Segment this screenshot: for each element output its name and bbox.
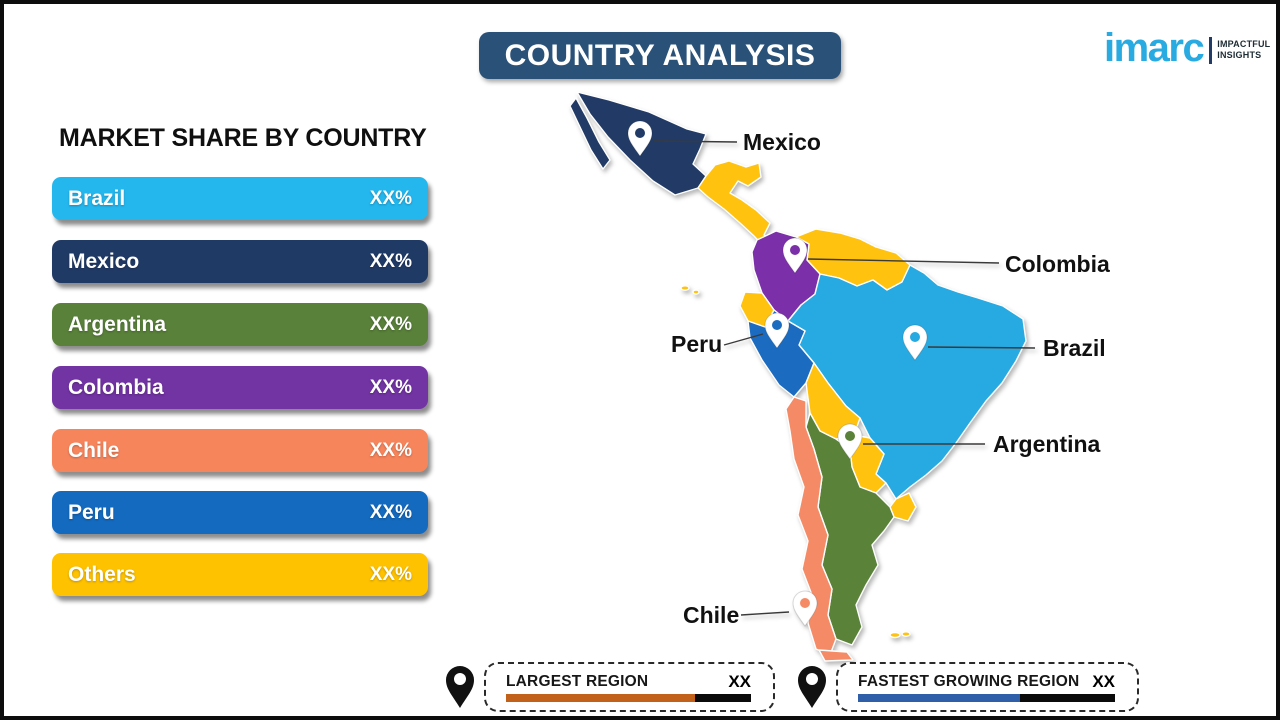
share-value: XX% [369,439,412,461]
country-label: Chile [68,438,120,462]
market-share-row-brazil: Brazil XX% [52,177,428,220]
logo-tagline: IMPACTFUL INSIGHTS [1217,39,1270,62]
label-line-mexico [653,140,738,143]
share-value: XX% [369,501,412,523]
label-line-chile [740,611,790,616]
share-value: XX% [369,187,412,209]
legend-value: XX [1092,672,1115,691]
market-share-row-argentina: Argentina XX% [52,303,428,346]
legend-box-largest-region: LARGEST REGION XX [484,662,775,712]
map-region-tierra-del-fuego [818,649,854,662]
map-pin-peru [764,312,790,349]
imarc-logo: imarc IMPACTFUL INSIGHTS [1104,26,1270,70]
latin-america-map [569,91,1036,662]
legend-fastest-growing-region: FASTEST GROWING REGION XX [794,662,1139,712]
market-share-row-mexico: Mexico XX% [52,240,428,283]
market-share-row-others: Others XX% [52,553,428,596]
map-label-colombia: Colombia [1005,251,1110,277]
location-pin-icon [446,666,474,708]
map-region-falkland-island [889,631,901,639]
map-pin-brazil [902,324,928,361]
country-label: Peru [68,500,115,524]
logo-tagline-line2: INSIGHTS [1217,50,1262,60]
map-region-central-america [697,160,789,257]
country-label: Others [68,562,136,586]
map-label-argentina: Argentina [993,431,1101,457]
country-label: Brazil [68,186,126,210]
logo-divider [1209,36,1213,64]
label-line-colombia [807,258,1000,264]
market-share-heading: MARKET SHARE BY COUNTRY [59,124,427,152]
legend-largest-region: LARGEST REGION XX [442,662,775,712]
logo-tagline-line1: IMPACTFUL [1217,38,1271,49]
map-label-brazil: Brazil [1043,335,1106,361]
legend-box-fastest-growing-region: FASTEST GROWING REGION XX [836,662,1139,712]
page-title: COUNTRY ANALYSIS [479,32,841,79]
map-region-caribbean-island [692,289,700,295]
share-value: XX% [369,376,412,398]
location-pin-icon [798,666,826,708]
legend-bar-fill [506,694,695,702]
map-pin-colombia [782,237,808,274]
market-share-row-peru: Peru XX% [52,491,428,534]
share-value: XX% [369,250,412,272]
imarc-logo-text: imarc [1104,26,1205,70]
country-label: Colombia [68,375,164,399]
share-value: XX% [369,313,412,335]
label-line-brazil [927,346,1036,349]
share-value: XX% [369,563,412,585]
map-region-falkland-island [901,631,911,637]
legend-bar [506,694,751,702]
market-share-row-colombia: Colombia XX% [52,366,428,409]
map-region-caribbean-island [680,285,690,291]
map-region-baja-california [569,97,611,170]
map-label-mexico: Mexico [743,129,821,155]
market-share-row-chile: Chile XX% [52,429,428,472]
label-line-peru [723,333,764,346]
map-pin-chile [792,590,818,627]
map-pin-mexico [627,120,653,157]
legend-label: LARGEST REGION [506,673,649,690]
country-label: Mexico [68,249,140,273]
legend-bar-fill [858,694,1020,702]
map-label-peru: Peru [671,331,723,357]
country-label: Argentina [68,312,167,336]
legend-label: FASTEST GROWING REGION [858,673,1080,690]
map-label-chile: Chile [683,602,740,628]
legend-value: XX [728,672,751,691]
legend-bar [858,694,1115,702]
map-pin-argentina [837,423,863,460]
